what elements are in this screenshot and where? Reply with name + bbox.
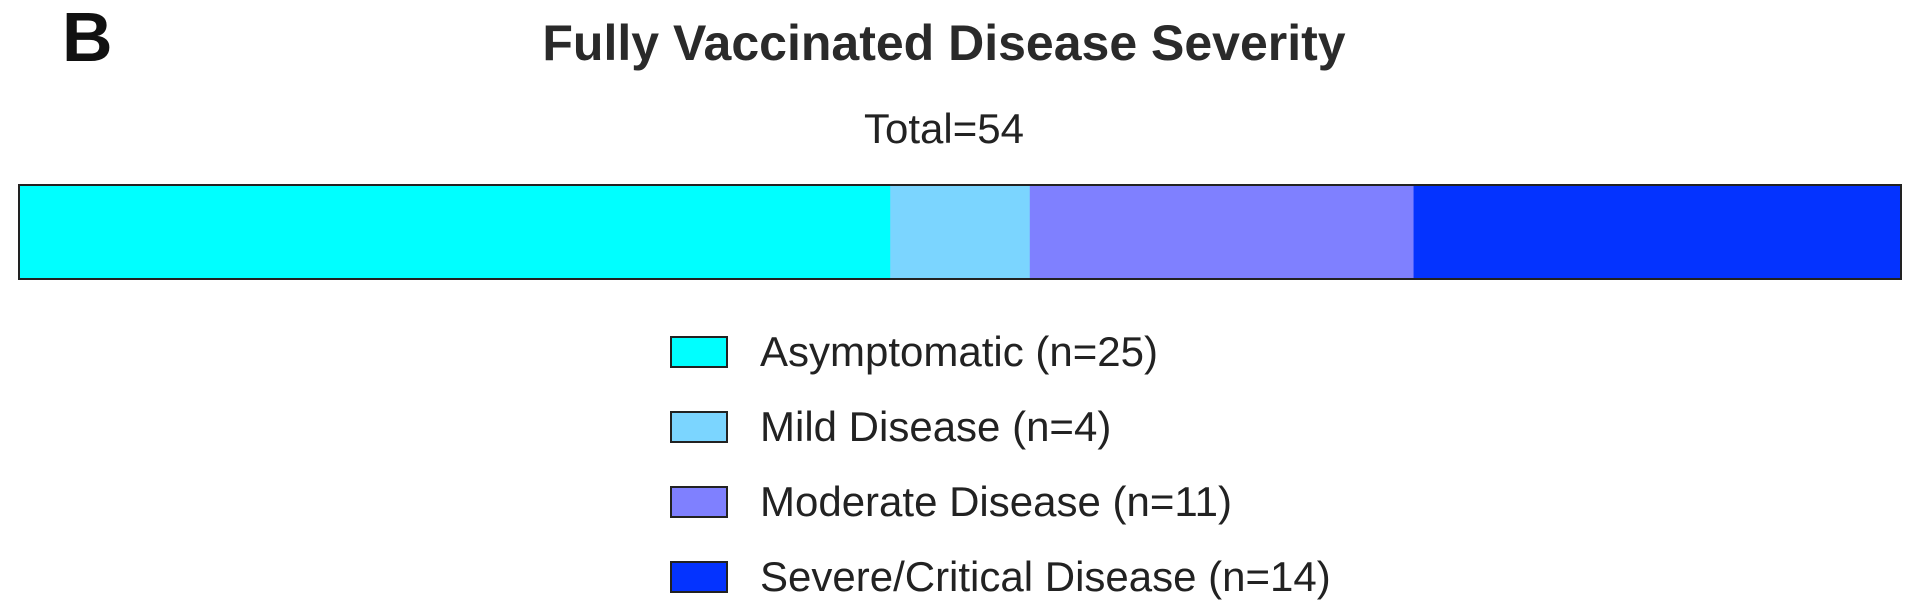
bar-segment-4: [1413, 184, 1902, 280]
legend-label: Mild Disease (n=4): [760, 402, 1112, 450]
legend-swatch: [670, 335, 728, 368]
chart-legend: Asymptomatic (n=25) Mild Disease (n=4) Mod…: [670, 314, 1331, 614]
bar-segment-3: [1029, 184, 1415, 280]
legend-item: Moderate Disease (n=11): [670, 464, 1331, 539]
legend-label: Severe/Critical Disease (n=14): [760, 552, 1331, 600]
legend-swatch: [670, 485, 728, 518]
legend-item: Severe/Critical Disease (n=14): [670, 539, 1331, 614]
legend-label: Asymptomatic (n=25): [760, 327, 1158, 375]
bar-segment-2: [890, 184, 1031, 280]
legend-label: Moderate Disease (n=11): [760, 477, 1232, 525]
stacked-bar-chart: [18, 184, 1902, 280]
panel-letter: B: [62, 0, 113, 76]
bar-segment-1: [18, 184, 891, 280]
chart-title: Fully Vaccinated Disease Severity: [542, 15, 1346, 71]
legend-swatch: [670, 560, 728, 593]
legend-swatch: [670, 410, 728, 443]
legend-item: Mild Disease (n=4): [670, 389, 1331, 464]
bar-outline: [18, 184, 1902, 280]
chart-subtitle: Total=54: [864, 105, 1024, 152]
legend-item: Asymptomatic (n=25): [670, 314, 1331, 389]
